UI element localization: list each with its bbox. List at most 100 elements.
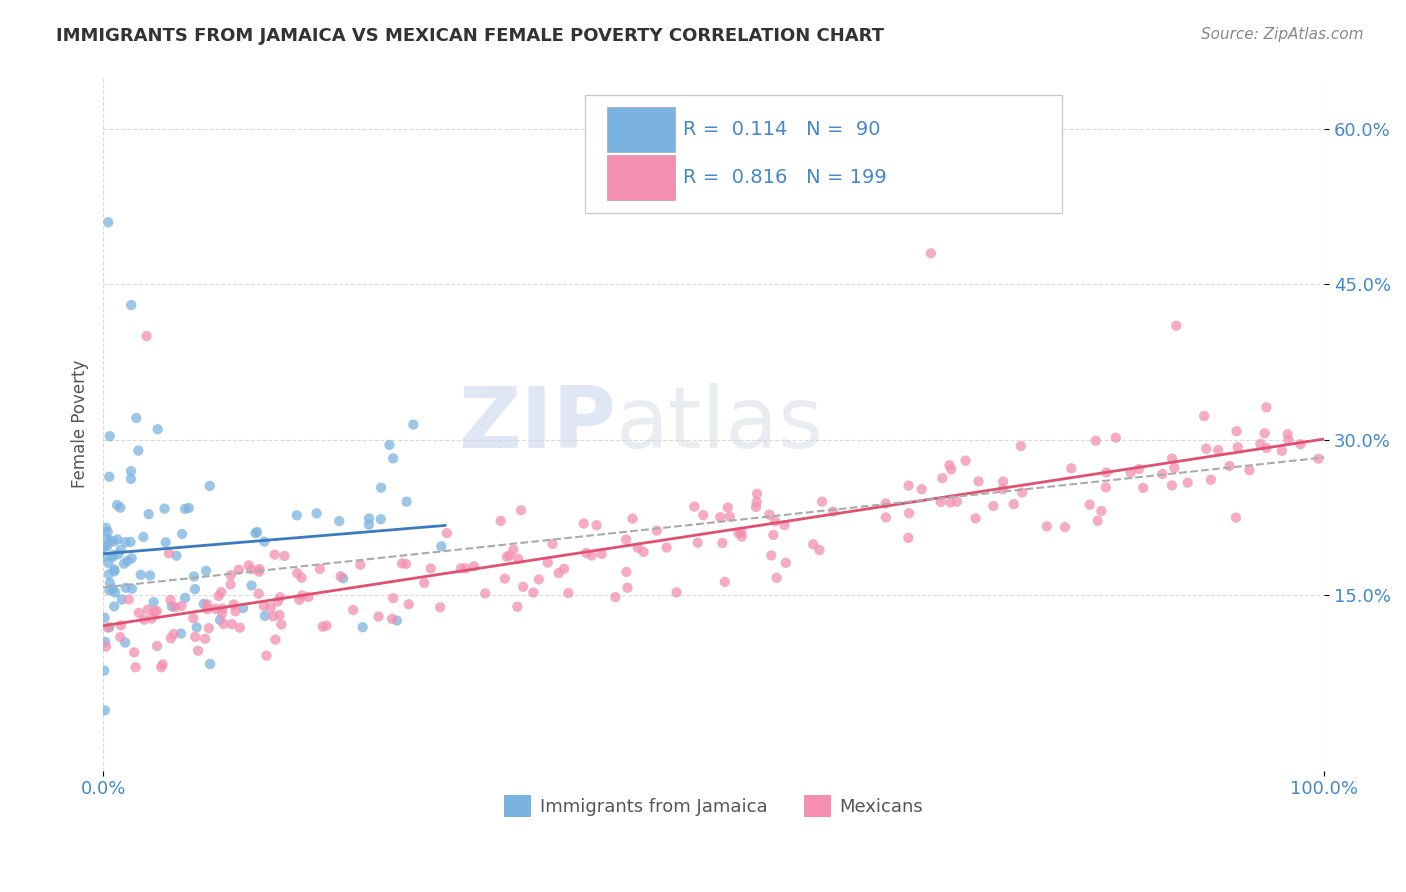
Point [263, 548, 285, 562]
Point [357, 517, 380, 532]
Point [219, 577, 242, 591]
Point [683, 500, 706, 514]
Point [898, 506, 921, 520]
Point [897, 531, 920, 545]
Point [132, 530, 155, 544]
Point [146, 422, 169, 436]
Point [450, 561, 472, 575]
Point [103, 564, 125, 578]
Legend: Immigrants from Jamaica, Mexicans: Immigrants from Jamaica, Mexicans [496, 788, 931, 824]
Point [506, 599, 529, 614]
Point [93, 549, 115, 563]
Point [1087, 514, 1109, 528]
Point [134, 613, 156, 627]
Point [159, 593, 181, 607]
Point [128, 606, 150, 620]
Point [240, 562, 263, 576]
Point [125, 411, 148, 425]
Point [713, 574, 735, 589]
Point [208, 613, 231, 627]
Point [117, 554, 139, 568]
Point [120, 464, 142, 478]
Point [395, 494, 418, 508]
Point [1035, 519, 1057, 533]
Point [209, 585, 232, 599]
Point [170, 599, 193, 613]
Point [97, 621, 120, 635]
Point [187, 643, 209, 657]
Point [616, 581, 638, 595]
Point [402, 417, 425, 432]
Point [186, 620, 208, 634]
FancyBboxPatch shape [607, 155, 675, 201]
Point [221, 617, 243, 632]
Point [763, 514, 786, 528]
Point [1225, 424, 1247, 438]
Point [1010, 439, 1032, 453]
Point [1218, 458, 1240, 473]
Point [512, 580, 534, 594]
Point [929, 495, 952, 509]
Point [808, 543, 831, 558]
Point [101, 550, 124, 565]
Point [240, 578, 263, 592]
Point [454, 561, 477, 575]
Point [983, 499, 1005, 513]
Text: R =  0.114   N =  90: R = 0.114 N = 90 [683, 120, 880, 139]
Text: ZIP: ZIP [458, 383, 616, 466]
Point [120, 535, 142, 549]
Point [129, 567, 152, 582]
Point [285, 566, 308, 581]
Point [105, 498, 128, 512]
Point [1256, 401, 1278, 415]
Point [621, 511, 644, 525]
Point [370, 481, 392, 495]
Point [97, 556, 120, 570]
Point [308, 562, 330, 576]
Point [1011, 485, 1033, 500]
Point [502, 542, 524, 557]
Point [112, 557, 135, 571]
Point [391, 557, 413, 571]
Point [153, 501, 176, 516]
Point [717, 500, 740, 515]
Point [939, 495, 962, 509]
Point [941, 462, 963, 476]
Point [183, 569, 205, 583]
Point [655, 541, 678, 555]
Point [801, 537, 824, 551]
Point [498, 549, 520, 563]
Point [195, 564, 218, 578]
Point [614, 565, 637, 579]
Point [633, 545, 655, 559]
Point [1095, 480, 1118, 494]
Point [585, 518, 607, 533]
Point [165, 600, 187, 615]
Point [247, 562, 270, 576]
Point [98, 583, 121, 598]
Point [193, 597, 215, 611]
Point [143, 604, 166, 618]
Point [114, 635, 136, 649]
Point [262, 609, 284, 624]
Point [1084, 434, 1107, 448]
Point [430, 539, 453, 553]
Point [98, 620, 121, 634]
Point [1160, 478, 1182, 492]
Point [198, 479, 221, 493]
Point [115, 581, 138, 595]
Point [288, 592, 311, 607]
Point [160, 632, 183, 646]
Point [138, 507, 160, 521]
Point [494, 572, 516, 586]
Point [718, 509, 741, 524]
Point [273, 549, 295, 563]
Point [1132, 481, 1154, 495]
Point [463, 559, 485, 574]
Point [157, 546, 180, 560]
Point [342, 603, 364, 617]
Point [761, 549, 783, 563]
Point [256, 648, 278, 663]
Point [224, 604, 246, 618]
Point [93, 664, 115, 678]
